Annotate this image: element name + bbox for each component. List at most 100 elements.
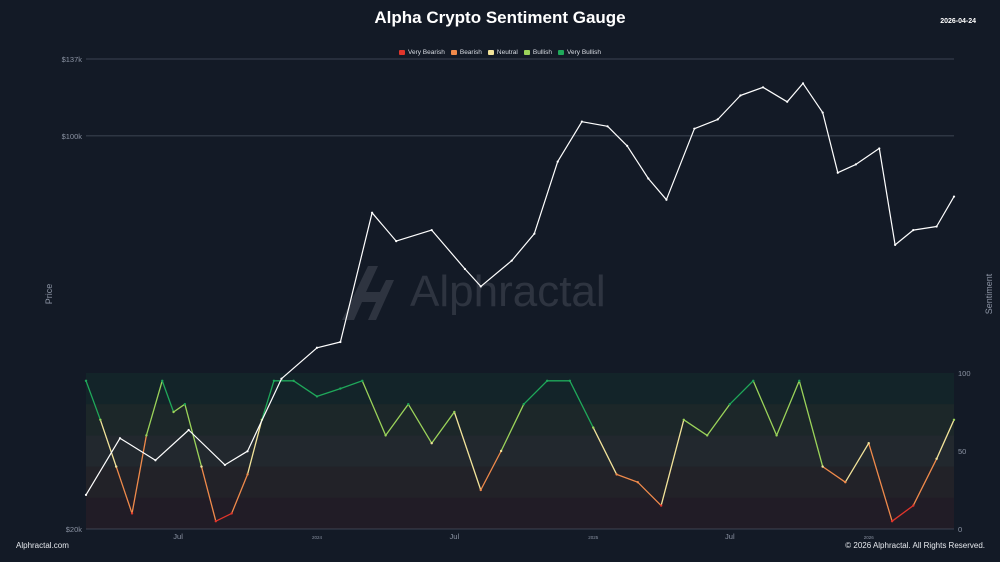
sentiment-line-segment [453,411,482,491]
legend-item-very-bullish[interactable]: Very Bullish [558,49,601,56]
price-point [665,198,668,201]
sentiment-line-segment [822,465,846,483]
legend-label: Very Bearish [408,49,445,56]
price-point [430,228,433,232]
price-point [339,340,342,344]
legend-item-neutral[interactable]: Neutral [487,49,518,56]
sentiment-line-segment [172,403,186,413]
sentiment-point [84,379,88,382]
sentiment-point [99,418,102,421]
legend-item-bullish[interactable]: Bullish [523,49,553,56]
sentiment-tick-label: 0 [958,525,962,534]
sentiment-line-segment [706,403,731,437]
legend-item-very-bearish[interactable]: Very Bearish [399,49,445,56]
sentiment-line-segment [844,442,870,483]
sentiment-point [384,434,387,437]
x-tick-label: Jul [450,532,460,541]
price-point [246,450,249,453]
price-point [370,211,374,214]
price-point [894,243,897,246]
price-point [626,144,629,147]
sentiment-line-segment [798,380,824,468]
sentiment-point [545,379,549,382]
sentiment-tick-label: 100 [958,369,971,378]
chart-date: 2026-04-24 [940,18,976,25]
y-axis-label: Price [44,284,54,305]
sentiment-point [272,379,276,382]
legend-swatch [450,50,457,55]
sentiment-line-segment [99,419,117,468]
legend-item-bearish[interactable]: Bearish [450,49,482,56]
price-line [85,82,955,496]
price-point [647,177,650,180]
price-point [580,120,583,123]
price-point [84,493,88,496]
price-point [533,232,536,235]
price-point [836,171,839,174]
sentiment-band-0 [86,373,954,405]
x-tick-label: 2026 [864,535,875,540]
sentiment-point [798,379,801,382]
sentiment-line-segment [231,473,249,515]
sentiment-line-segment [261,380,275,421]
sentiment-band-4 [86,497,954,529]
sentiment-point [867,442,870,445]
sentiment-point [682,418,685,421]
price-point [716,118,719,121]
legend-swatch [558,50,565,55]
price-point [786,100,789,103]
sentiment-point [912,504,915,507]
sentiment-point [130,512,134,515]
chart-title: Alpha Crypto Sentiment Gauge [374,8,626,27]
sentiment-point [172,410,175,414]
sentiment-line-segment [615,473,639,483]
sentiment-line-segment [729,380,754,405]
sentiment-line-segment [215,512,233,522]
sentiment-point [315,395,319,398]
sentiment-point [952,418,956,421]
price-point [118,437,122,440]
sentiment-line-segment [407,403,433,444]
price-point [739,94,742,97]
sentiment-line-segment [145,380,163,437]
sentiment-point [935,457,938,460]
sentiment-line-segment [523,380,548,405]
price-point [223,463,226,467]
sentiment-point [522,403,525,406]
sentiment-line-segment [316,387,342,398]
price-point [187,428,190,432]
sentiment-point [246,473,249,476]
sentiment-band-2 [86,435,954,467]
sentiment-line-segment [131,434,148,515]
sentiment-line-segment [592,426,618,476]
sentiment-point [183,403,187,406]
sentiment-line-segment [912,458,938,507]
sentiment-point [230,512,233,515]
sentiment-line-segment [868,442,893,522]
sentiment-point [214,520,218,523]
sentiment-point [114,465,118,468]
price-point [878,147,881,150]
legend-label: Bearish [459,49,482,56]
price-point [912,228,915,232]
price-point [556,160,559,163]
price-point [606,125,609,128]
sentiment-line-segment [431,411,455,444]
x-tick-label: 2024 [312,535,323,540]
price-point [935,225,938,228]
sentiment-point [499,449,503,453]
legend: Very Bearish Bearish Neutral Bullish Very Bu… [0,49,1000,56]
legend-label: Bullish [532,49,553,56]
sentiment-point [339,387,342,390]
sentiment-point [592,426,595,429]
x-tick-label: 2025 [588,535,599,540]
sentiment-line-segment [683,419,708,437]
sentiment-line-segment [184,403,203,468]
price-point [761,86,765,89]
sentiment-point [752,379,755,382]
sentiment-point [453,410,456,414]
sentiment-band-3 [86,466,954,498]
footer-brand: Alphractal.com [16,541,69,550]
sentiment-point [568,379,572,382]
